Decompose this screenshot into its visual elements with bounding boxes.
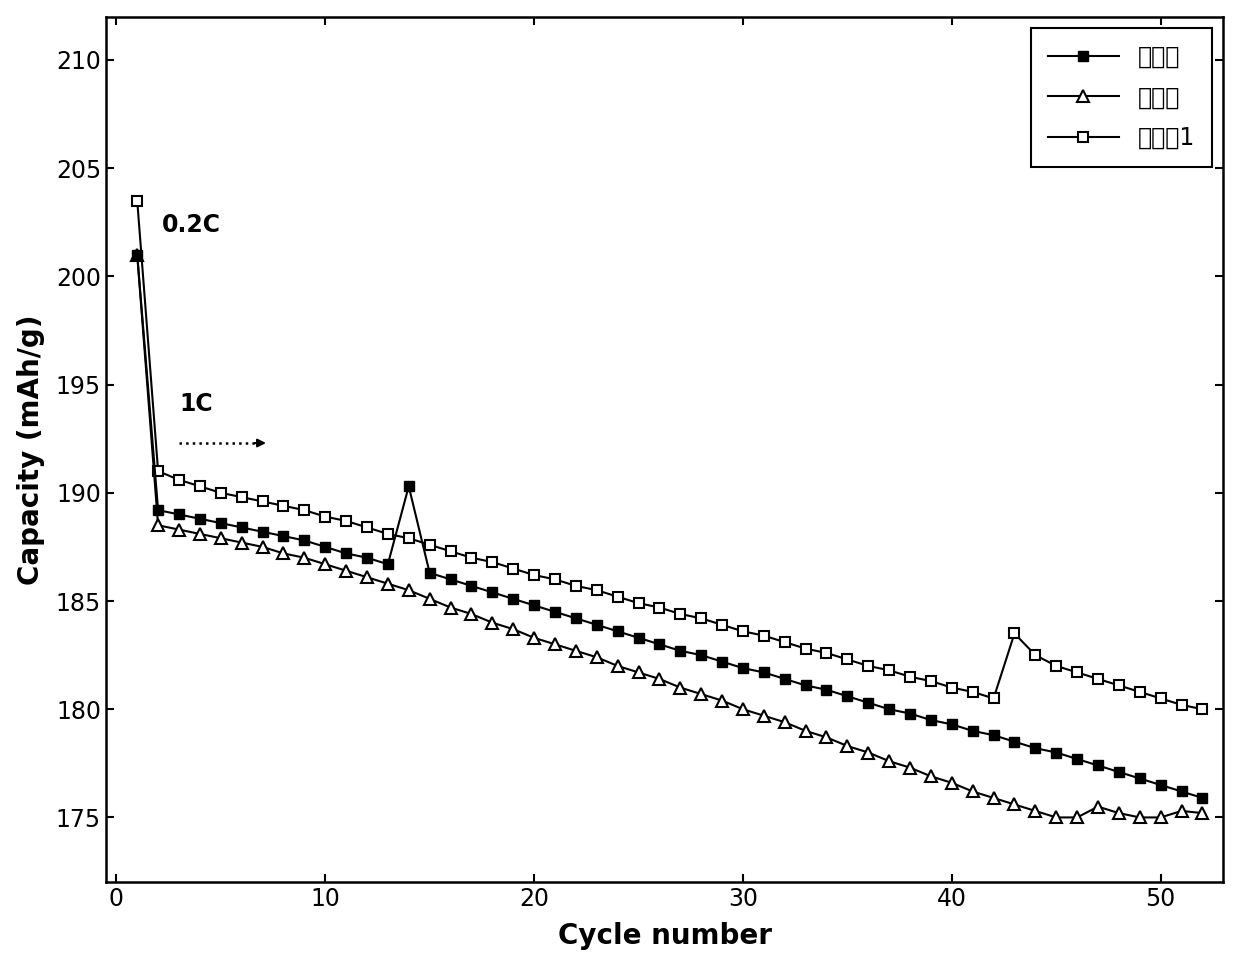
未改性	[213, 517, 228, 529]
未改性	[777, 673, 792, 685]
对比例	[777, 717, 792, 728]
未改性	[130, 249, 145, 260]
对比例	[1195, 807, 1210, 819]
实施例1	[213, 487, 228, 499]
未改性	[1195, 792, 1210, 804]
Legend: 未改性, 对比例, 实施例1: 未改性, 对比例, 实施例1	[1032, 28, 1211, 166]
对比例	[130, 249, 145, 260]
Text: 1C: 1C	[179, 392, 212, 416]
实施例1	[130, 194, 145, 206]
实施例1	[1111, 680, 1126, 691]
Line: 对比例: 对比例	[131, 249, 1208, 823]
实施例1	[820, 647, 835, 659]
Line: 未改性: 未改性	[133, 250, 1207, 803]
对比例	[820, 732, 835, 744]
未改性	[820, 684, 835, 695]
对比例	[1132, 811, 1147, 823]
实施例1	[506, 563, 521, 574]
对比例	[631, 666, 646, 678]
对比例	[506, 624, 521, 635]
实施例1	[631, 598, 646, 609]
对比例	[213, 533, 228, 544]
未改性	[1111, 766, 1126, 777]
实施例1	[777, 636, 792, 648]
X-axis label: Cycle number: Cycle number	[558, 923, 771, 951]
未改性	[631, 632, 646, 644]
未改性	[506, 593, 521, 604]
实施例1	[1195, 703, 1210, 715]
Line: 实施例1: 实施例1	[131, 195, 1208, 715]
对比例	[1049, 811, 1064, 823]
Y-axis label: Capacity (mAh/g): Capacity (mAh/g)	[16, 314, 45, 585]
Text: 0.2C: 0.2C	[162, 214, 221, 238]
